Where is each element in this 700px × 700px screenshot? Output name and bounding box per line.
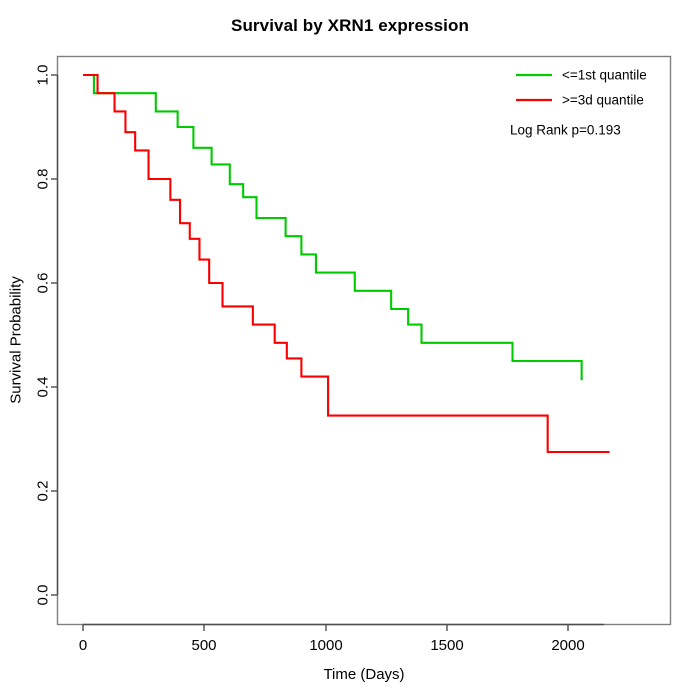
survival-curve-first-quantile xyxy=(83,73,583,381)
page-title: Survival by XRN1 expression xyxy=(231,16,469,35)
survival-curve-third-quantile xyxy=(83,73,610,454)
x-tick-label-2000: 2000 xyxy=(551,637,584,654)
y-tick-label-0.8: 0.8 xyxy=(35,169,52,190)
y-axis: 1.0 0.8 0.6 0.4 0.2 0.0 Survival Probabi… xyxy=(8,65,59,606)
y-tick-label-0.4: 0.4 xyxy=(35,377,52,398)
survival-curves xyxy=(83,73,610,454)
x-axis: 0 500 1000 1500 2000 Time (Days) xyxy=(79,623,604,683)
x-tick-label-1000: 1000 xyxy=(309,637,342,654)
log-rank-pvalue-label: Log Rank p=0.193 xyxy=(510,123,621,138)
legend: <=1st quantile >=3d quantile Log Rank p=… xyxy=(510,68,647,138)
x-tick-label-1500: 1500 xyxy=(430,637,463,654)
y-tick-label-0.2: 0.2 xyxy=(35,481,52,502)
x-tick-label-500: 500 xyxy=(191,637,216,654)
y-tick-label-0.0: 0.0 xyxy=(35,585,52,606)
legend-label-first-quantile: <=1st quantile xyxy=(562,68,647,83)
y-tick-label-1.0: 1.0 xyxy=(35,65,52,86)
y-tick-label-0.6: 0.6 xyxy=(35,273,52,294)
x-tick-label-0: 0 xyxy=(79,637,87,654)
plot-frame xyxy=(56,55,672,626)
x-axis-title: Time (Days) xyxy=(323,666,404,683)
y-axis-title: Survival Probability xyxy=(8,276,25,404)
legend-label-third-quantile: >=3d quantile xyxy=(562,93,644,108)
